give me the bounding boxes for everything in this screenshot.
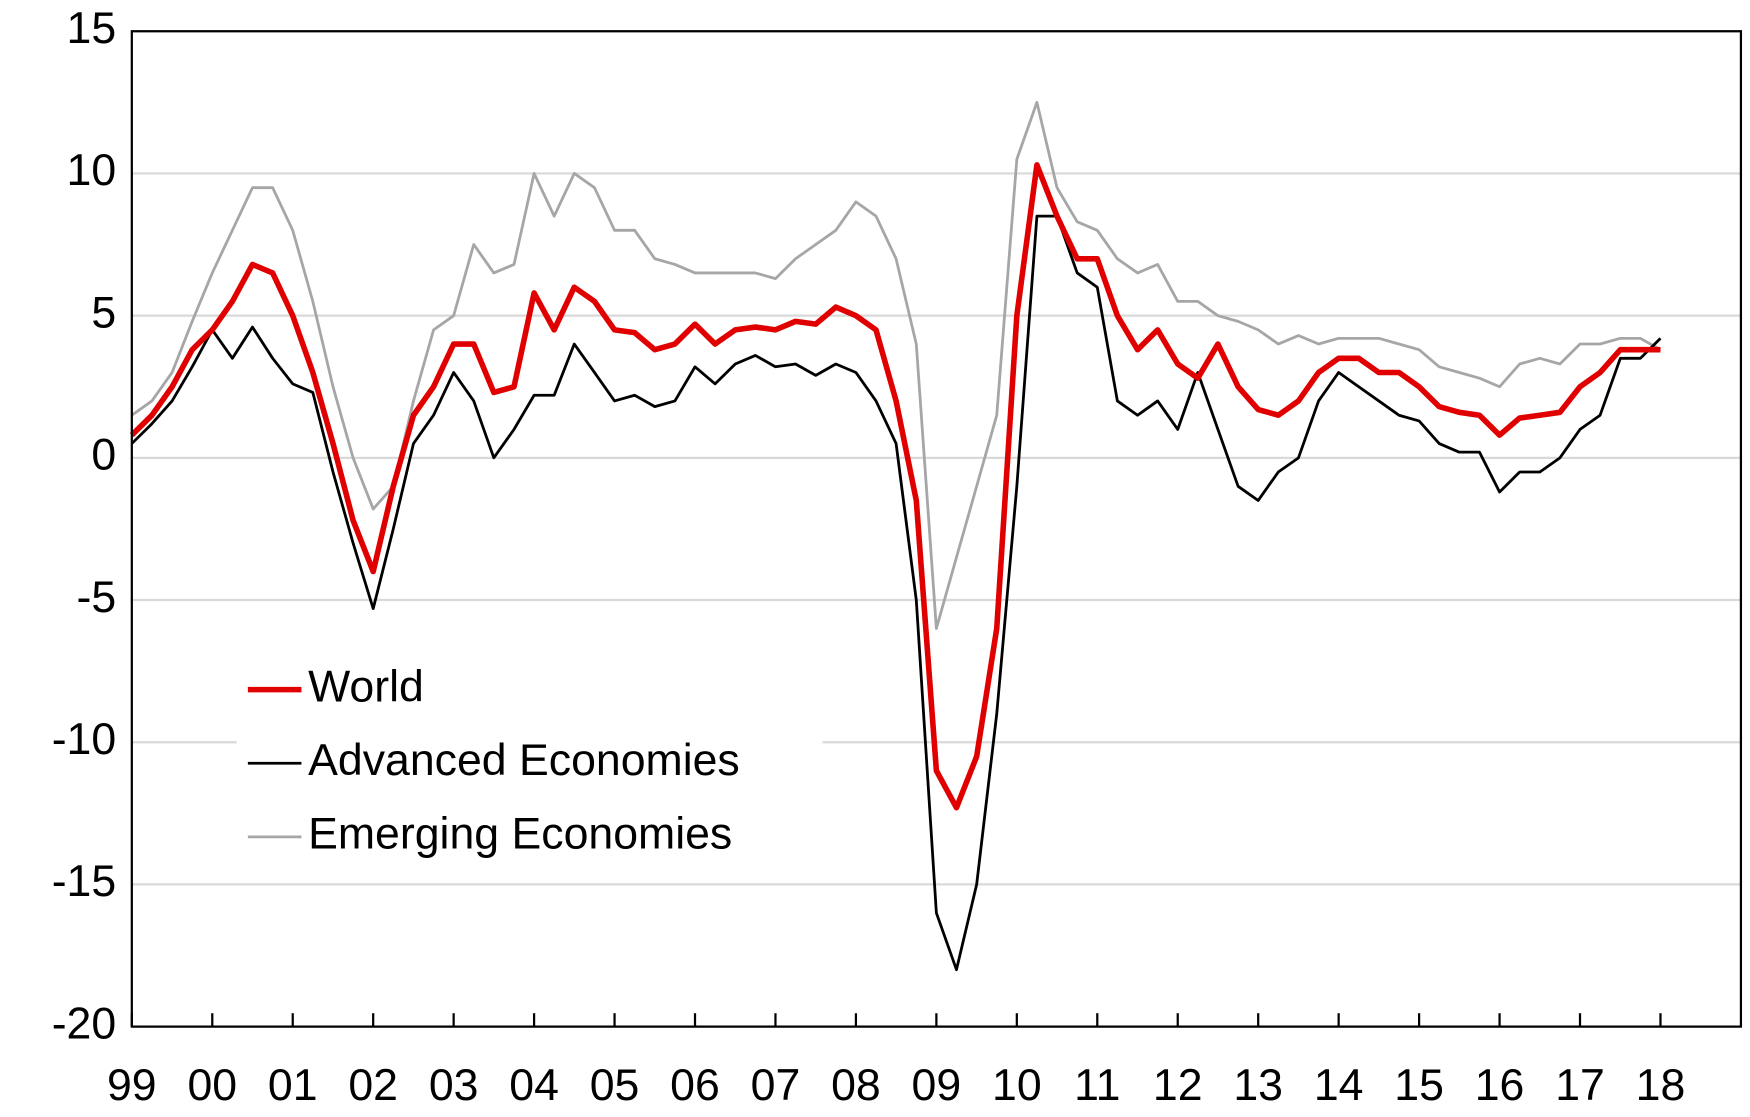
y-tick-label: -10 [52, 715, 117, 764]
x-tick-label: 10 [992, 1061, 1042, 1110]
x-tick-label: 11 [1074, 1061, 1120, 1110]
x-tick-label: 03 [429, 1061, 479, 1110]
y-tick-label: 5 [91, 288, 116, 337]
x-tick-label: 16 [1475, 1061, 1525, 1110]
x-tick-label: 08 [831, 1061, 881, 1110]
y-tick-label: -5 [77, 573, 117, 622]
x-tick-label: 00 [187, 1061, 237, 1110]
x-tick-label: 15 [1394, 1061, 1444, 1110]
x-tick-label: 02 [348, 1061, 398, 1110]
x-tick-label: 05 [590, 1061, 640, 1110]
series-line [130, 214, 1662, 972]
x-tick-label: 06 [670, 1061, 720, 1110]
x-tick-label: 12 [1153, 1061, 1203, 1110]
y-tick-label: 10 [67, 146, 117, 195]
legend-label: Advanced Economies [308, 736, 740, 785]
x-tick-label: 18 [1636, 1061, 1686, 1110]
legend-label: Emerging Economies [308, 810, 732, 859]
y-tick-label: 15 [67, 4, 117, 53]
legend: World Advanced Economies Emerging Economie… [236, 652, 823, 871]
y-tick-label: 0 [91, 431, 116, 480]
x-tick-label: 04 [509, 1061, 559, 1110]
x-tick-label: 13 [1233, 1061, 1283, 1110]
y-tick-label: -15 [52, 857, 117, 906]
x-tick-label: 17 [1555, 1061, 1605, 1110]
series-line [129, 162, 1661, 811]
x-tick-label: 07 [751, 1061, 801, 1110]
y-tick-label: -20 [52, 999, 117, 1048]
series-line [131, 100, 1662, 630]
x-tick-label: 14 [1314, 1061, 1364, 1110]
legend-box [236, 652, 823, 871]
x-tick-label: 99 [107, 1061, 157, 1110]
legend-label: World [308, 662, 424, 711]
x-tick-label: 09 [912, 1061, 962, 1110]
x-tick-label: 01 [268, 1061, 318, 1110]
plot-frame [130, 30, 1743, 1028]
